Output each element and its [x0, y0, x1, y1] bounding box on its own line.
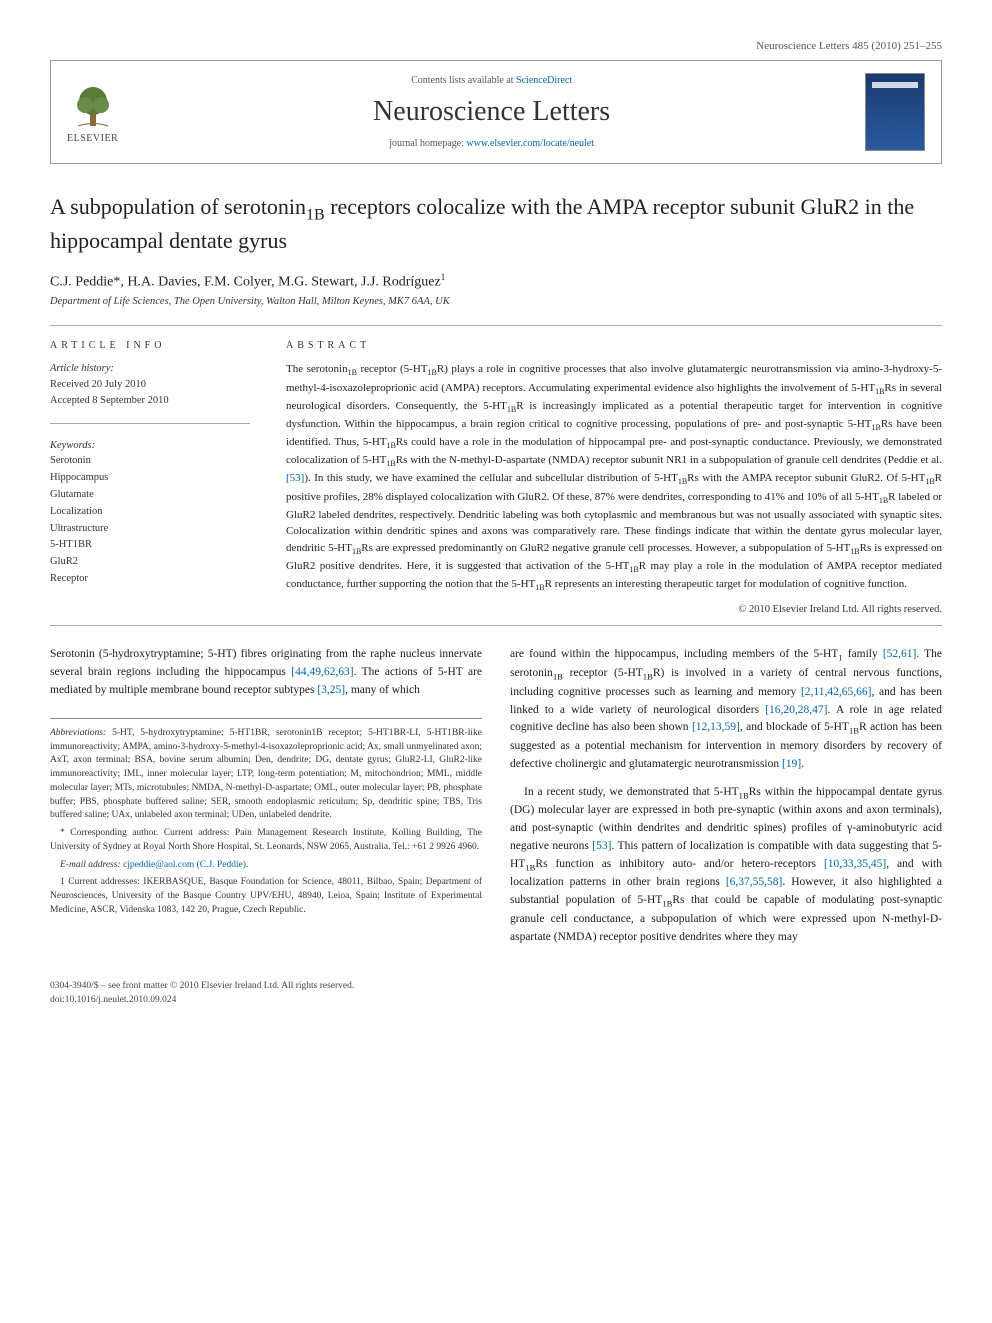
keyword-item: Serotonin — [50, 453, 250, 470]
email-line: E-mail address: cjpeddie@aol.com (C.J. P… — [50, 859, 482, 873]
footer-meta: 0304-3940/$ – see front matter © 2010 El… — [50, 980, 942, 1007]
subscript: 1B — [678, 478, 687, 487]
footnotes: Abbreviations: 5-HT, 5-hydroxytryptamine… — [50, 718, 482, 918]
author-sup: 1 — [441, 272, 446, 282]
body-p3: In a recent study, we demonstrated that … — [510, 784, 942, 947]
title-sub: 1B — [306, 206, 325, 223]
elsevier-tree-icon — [68, 81, 118, 131]
keyword-item: Receptor — [50, 571, 250, 588]
keyword-item: Glutamate — [50, 487, 250, 504]
citation-link[interactable]: [53] — [286, 472, 304, 484]
subscript: 1B — [850, 547, 859, 556]
body-columns: Serotonin (5-hydroxytryptamine; 5-HT) fi… — [50, 646, 942, 956]
abbrev-text: 5-HT, 5-hydroxytryptamine; 5-HT1BR, sero… — [50, 728, 482, 821]
citation-link[interactable]: [44,49,62,63] — [291, 666, 353, 678]
affiliation: Department of Life Sciences, The Open Un… — [50, 296, 942, 307]
author-list: C.J. Peddie*, H.A. Davies, F.M. Colyer, … — [50, 272, 942, 291]
subscript: 1B — [643, 671, 653, 681]
subscript: 1B — [872, 423, 881, 432]
sciencedirect-link[interactable]: ScienceDirect — [516, 75, 572, 86]
corresponding-author: * Corresponding author. Current address:… — [50, 827, 482, 855]
subscript: 1B — [662, 898, 672, 908]
subscript: 1B — [525, 862, 535, 872]
homepage-line: journal homepage: www.elsevier.com/locat… — [138, 138, 845, 149]
citation-link[interactable]: [52,61] — [883, 648, 917, 660]
running-header: Neuroscience Letters 485 (2010) 251–255 — [50, 40, 942, 52]
subscript: 1B — [428, 369, 437, 378]
publisher-logo: ELSEVIER — [67, 81, 118, 144]
journal-cover-thumbnail — [865, 73, 925, 151]
subscript: 1B — [352, 547, 361, 556]
doi-line: doi:10.1016/j.neulet.2010.09.024 — [50, 994, 942, 1007]
subscript: 1B — [875, 387, 884, 396]
subscript: 1B — [387, 441, 396, 450]
email-link[interactable]: cjpeddie@aol.com (C.J. Peddie). — [121, 860, 249, 870]
keyword-item: GluR2 — [50, 554, 250, 571]
subscript: 1B — [629, 565, 638, 574]
keyword-item: Localization — [50, 504, 250, 521]
subscript: 1B — [879, 496, 888, 505]
subscript: 1B — [925, 478, 934, 487]
subscript: 1B — [849, 726, 859, 736]
abstract-copyright: © 2010 Elsevier Ireland Ltd. All rights … — [286, 604, 942, 615]
journal-masthead: ELSEVIER Contents lists available at Sci… — [50, 60, 942, 164]
history-label: Article history: — [50, 361, 250, 377]
keywords-list: SerotoninHippocampusGlutamateLocalizatio… — [50, 453, 250, 587]
abstract-column: abstract The serotonin1B receptor (5-HT1… — [286, 340, 942, 615]
subscript: 1B — [553, 671, 563, 681]
body-p1: Serotonin (5-hydroxytryptamine; 5-HT) fi… — [50, 646, 482, 699]
keyword-item: 5-HT1BR — [50, 537, 250, 554]
info-divider — [50, 423, 250, 424]
divider — [50, 325, 942, 326]
received-date: Received 20 July 2010 — [50, 377, 250, 393]
authors-text: C.J. Peddie*, H.A. Davies, F.M. Colyer, … — [50, 274, 441, 289]
article-title: A subpopulation of serotonin1B receptors… — [50, 192, 942, 256]
homepage-link[interactable]: www.elsevier.com/locate/neulet — [466, 138, 594, 149]
contents-prefix: Contents lists available at — [411, 75, 516, 86]
subscript: 1B — [739, 790, 749, 800]
citation-link[interactable]: [6,37,55,58] — [726, 876, 783, 888]
abbrev-label: Abbreviations: — [50, 728, 106, 738]
subscript: 1 — [838, 653, 842, 663]
subscript: 1B — [507, 405, 516, 414]
homepage-prefix: journal homepage: — [389, 138, 466, 149]
body-column-left: Serotonin (5-hydroxytryptamine; 5-HT) fi… — [50, 646, 482, 956]
citation-link[interactable]: [19] — [782, 758, 801, 770]
keyword-item: Ultrastructure — [50, 521, 250, 538]
article-info-column: article info Article history: Received 2… — [50, 340, 250, 615]
citation-link[interactable]: [3,25] — [317, 684, 345, 696]
title-pre: A subpopulation of serotonin — [50, 194, 306, 219]
issn-line: 0304-3940/$ – see front matter © 2010 El… — [50, 980, 942, 993]
email-label: E-mail address: — [60, 860, 121, 870]
citation-link[interactable]: [12,13,59] — [692, 721, 740, 733]
contents-line: Contents lists available at ScienceDirec… — [138, 75, 845, 86]
citation-link[interactable]: [53] — [592, 840, 611, 852]
publisher-name: ELSEVIER — [67, 133, 118, 144]
subscript: 1B — [348, 369, 357, 378]
journal-title: Neuroscience Letters — [138, 96, 845, 128]
keyword-item: Hippocampus — [50, 470, 250, 487]
article-info-heading: article info — [50, 340, 250, 351]
abstract-text: The serotonin1B receptor (5-HT1BR) plays… — [286, 361, 942, 594]
body-p2: are found within the hippocampus, includ… — [510, 646, 942, 773]
subscript: 1B — [535, 583, 544, 592]
divider2 — [50, 625, 942, 626]
citation-link[interactable]: [16,20,28,47] — [765, 704, 827, 716]
body-column-right: are found within the hippocampus, includ… — [510, 646, 942, 956]
keywords-label: Keywords: — [50, 438, 250, 454]
subscript: 1B — [386, 459, 395, 468]
citation-link[interactable]: [2,11,42,65,66] — [801, 686, 871, 698]
footnote-1: 1 Current addresses: IKERBASQUE, Basque … — [50, 876, 482, 917]
accepted-date: Accepted 8 September 2010 — [50, 393, 250, 409]
citation-link[interactable]: [10,33,35,45] — [824, 858, 886, 870]
abbreviations: Abbreviations: 5-HT, 5-hydroxytryptamine… — [50, 727, 482, 823]
abstract-heading: abstract — [286, 340, 942, 351]
